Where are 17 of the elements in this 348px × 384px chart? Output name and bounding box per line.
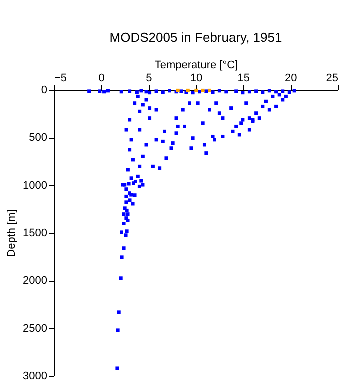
y-tick-label: 2000 bbox=[23, 275, 48, 288]
chart-title: MODS2005 in February, 1951 bbox=[110, 30, 282, 45]
y-tick-label: 3000 bbox=[23, 370, 48, 382]
x-tick-label: 10 bbox=[190, 72, 203, 84]
x-tick-label: 5 bbox=[146, 72, 152, 84]
y-tick-label: 0 bbox=[41, 84, 48, 96]
x-tick-label: 20 bbox=[285, 72, 298, 84]
y-tick-label: 1000 bbox=[23, 180, 48, 192]
y-tick-label: 1500 bbox=[23, 228, 48, 240]
x-axis-title: Temperature [°C] bbox=[154, 60, 238, 72]
y-tick-label: 2500 bbox=[23, 322, 48, 335]
x-tick-label: −5 bbox=[54, 72, 68, 84]
x-tick-label: 15 bbox=[238, 72, 250, 84]
y-tick-label: 500 bbox=[29, 132, 48, 144]
x-tick-label: 25 bbox=[326, 72, 338, 84]
x-tick-label: 0 bbox=[98, 72, 105, 84]
y-axis-title: Depth [m] bbox=[6, 210, 18, 258]
